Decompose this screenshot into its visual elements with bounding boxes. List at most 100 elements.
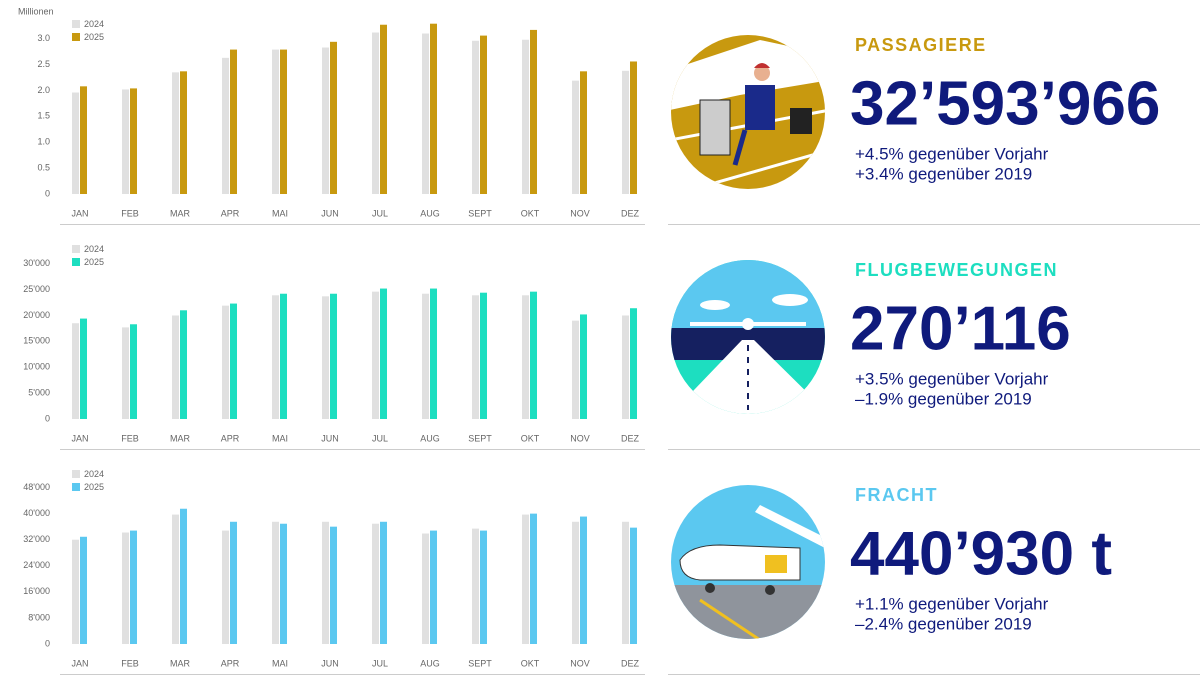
y-tick-label: 20'000 — [23, 310, 50, 320]
bar — [330, 41, 337, 194]
bar — [330, 526, 337, 644]
y-tick-label: 2.0 — [37, 85, 50, 95]
bar — [372, 291, 379, 419]
bar — [280, 293, 287, 419]
bar — [430, 288, 437, 419]
stat-line: +4.5% gegenüber Vorjahr — [855, 144, 1049, 163]
x-tick-label: JUN — [321, 658, 339, 668]
y-tick-label: 32'000 — [23, 534, 50, 544]
x-tick-label: AUG — [420, 208, 440, 218]
bar — [380, 521, 387, 644]
stat-title: PASSAGIERE — [855, 35, 987, 55]
y-tick-label: 48'000 — [23, 482, 50, 492]
bar — [422, 533, 429, 644]
bar — [572, 521, 579, 644]
bar — [180, 310, 187, 419]
y-tick-label: 0.5 — [37, 162, 50, 172]
y-tick-label: 0 — [45, 638, 50, 648]
bar — [222, 530, 229, 644]
bar — [172, 514, 179, 644]
bar — [622, 521, 629, 644]
stat-title: FRACHT — [855, 485, 938, 505]
bar — [472, 295, 479, 419]
x-tick-label: NOV — [570, 658, 590, 668]
bar — [372, 523, 379, 644]
bar — [130, 530, 137, 644]
bar — [122, 327, 129, 419]
x-tick-label: DEZ — [621, 208, 640, 218]
bar — [580, 71, 587, 194]
y-tick-label: 1.5 — [37, 111, 50, 121]
bar — [522, 514, 529, 644]
bar — [180, 508, 187, 644]
x-tick-label: DEZ — [621, 433, 640, 443]
bar — [230, 521, 237, 644]
stat-line: +3.5% gegenüber Vorjahr — [855, 369, 1049, 388]
legend-label: 2025 — [84, 32, 104, 42]
bar — [580, 516, 587, 644]
x-tick-label: APR — [221, 433, 240, 443]
y-tick-label: 5'000 — [28, 387, 50, 397]
y-axis-label: Millionen — [18, 6, 54, 16]
x-tick-label: APR — [221, 658, 240, 668]
legend-swatch — [72, 258, 80, 266]
legend-label: 2024 — [84, 244, 104, 254]
x-tick-label: JUL — [372, 658, 388, 668]
bar — [530, 513, 537, 644]
y-tick-label: 2.5 — [37, 59, 50, 69]
bar — [72, 92, 79, 194]
legend-swatch — [72, 470, 80, 478]
bar — [572, 80, 579, 194]
bar — [80, 318, 87, 419]
x-tick-label: JAN — [71, 433, 88, 443]
bar — [472, 528, 479, 644]
bar — [272, 49, 279, 194]
stat-line: +3.4% gegenüber 2019 — [855, 164, 1032, 183]
bar — [430, 23, 437, 194]
x-tick-label: OKT — [521, 208, 540, 218]
bar — [172, 72, 179, 194]
x-tick-label: APR — [221, 208, 240, 218]
x-tick-label: OKT — [521, 433, 540, 443]
x-tick-label: JUL — [372, 433, 388, 443]
bar — [230, 49, 237, 194]
bar — [572, 320, 579, 419]
bar — [172, 315, 179, 419]
legend-swatch — [72, 20, 80, 28]
y-tick-label: 15'000 — [23, 336, 50, 346]
bar — [522, 295, 529, 419]
y-tick-label: 24'000 — [23, 560, 50, 570]
x-tick-label: MAI — [272, 208, 288, 218]
x-tick-label: JAN — [71, 658, 88, 668]
x-tick-label: OKT — [521, 658, 540, 668]
bar — [280, 523, 287, 644]
bar — [622, 70, 629, 194]
y-tick-label: 40'000 — [23, 508, 50, 518]
legend-label: 2024 — [84, 469, 104, 479]
bar — [130, 88, 137, 194]
x-tick-label: AUG — [420, 658, 440, 668]
legend-label: 2025 — [84, 482, 104, 492]
bar — [622, 315, 629, 419]
x-tick-label: DEZ — [621, 658, 640, 668]
stat-value: 440’930 t — [850, 519, 1112, 588]
bar — [280, 49, 287, 194]
bar — [222, 305, 229, 419]
stat-line: –1.9% gegenüber 2019 — [855, 389, 1032, 408]
bar — [630, 527, 637, 644]
bar — [580, 314, 587, 419]
y-tick-label: 8'000 — [28, 612, 50, 622]
bar — [330, 293, 337, 419]
legend-label: 2024 — [84, 19, 104, 29]
cargo-illustration — [671, 485, 825, 639]
x-tick-label: JUN — [321, 433, 339, 443]
bar — [472, 40, 479, 194]
x-tick-label: SEPT — [468, 208, 492, 218]
x-tick-label: JUL — [372, 208, 388, 218]
bar — [130, 324, 137, 419]
bar — [422, 33, 429, 194]
passenger-illustration — [671, 35, 825, 189]
x-tick-label: NOV — [570, 433, 590, 443]
x-tick-label: MAR — [170, 658, 191, 668]
x-tick-label: FEB — [121, 433, 139, 443]
